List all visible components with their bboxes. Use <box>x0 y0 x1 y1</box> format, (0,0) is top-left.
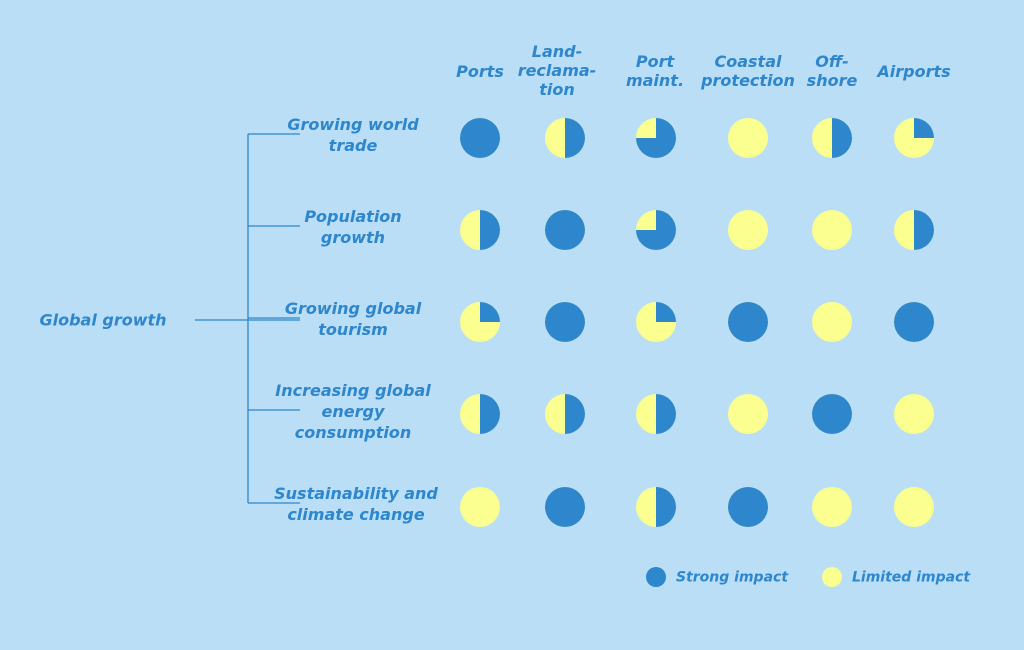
impact-marker-r3-c3 <box>636 302 676 342</box>
impact-marker-strong <box>656 302 676 322</box>
impact-marker-r5-c5 <box>812 487 852 527</box>
impact-marker-r4-c4 <box>728 394 768 434</box>
impact-marker-strong <box>914 118 934 138</box>
impact-marker-r2-c4 <box>728 210 768 250</box>
impact-marker-r1-c3 <box>636 118 676 158</box>
impact-marker-strong <box>894 302 934 342</box>
impact-marker-strong <box>812 394 852 434</box>
impact-marker-base <box>460 487 500 527</box>
row-label-energy-consumption: Increasing global energy consumption <box>275 380 431 442</box>
impact-marker-r4-c3 <box>636 394 676 434</box>
impact-marker-strong <box>636 118 676 158</box>
impact-marker-strong <box>480 210 500 250</box>
impact-marker-strong <box>565 394 585 434</box>
impact-marker-strong <box>728 487 768 527</box>
impact-marker-r2-c2 <box>545 210 585 250</box>
impact-marker-strong <box>545 302 585 342</box>
legend-limited-label: Limited impact <box>852 569 971 586</box>
legend-limited-swatch <box>822 567 842 587</box>
impact-marker-base <box>812 302 852 342</box>
impact-marker-strong <box>656 394 676 434</box>
impact-marker-strong <box>636 210 676 250</box>
impact-marker-r5-c2 <box>545 487 585 527</box>
impact-marker-r4-c1 <box>460 394 500 434</box>
column-header-port-maintenance: Port maint. <box>625 52 685 91</box>
impact-marker-r1-c6 <box>894 118 934 158</box>
impact-marker-strong <box>545 487 585 527</box>
impact-marker-r1-c4 <box>728 118 768 158</box>
impact-marker-strong <box>832 118 852 158</box>
impact-marker-r1-c5 <box>812 118 852 158</box>
impact-marker-base <box>894 394 934 434</box>
impact-marker-base <box>728 210 768 250</box>
legend <box>646 567 842 587</box>
impact-marker-base <box>812 210 852 250</box>
impact-marker-r3-c4 <box>728 302 768 342</box>
impact-marker-strong <box>565 118 585 158</box>
impact-marker-strong <box>480 302 500 322</box>
impact-marker-r4-c5 <box>812 394 852 434</box>
column-header-ports: Ports <box>456 62 504 81</box>
impact-marker-r1-c2 <box>545 118 585 158</box>
impact-marker-strong <box>545 210 585 250</box>
column-header-land-reclamation: Land-reclama-tion <box>517 42 597 100</box>
row-label-population-growth: Population growth <box>304 207 402 247</box>
impact-marker-base <box>728 118 768 158</box>
impact-marker-r2-c6 <box>894 210 934 250</box>
impact-marker-base <box>894 487 934 527</box>
impact-marker-base <box>728 394 768 434</box>
impact-marker-r3-c5 <box>812 302 852 342</box>
row-label-world-trade: Growing world trade <box>287 115 419 155</box>
column-header-airports: Airports <box>877 62 951 81</box>
impact-marker-r5-c3 <box>636 487 676 527</box>
impact-marker-r4-c2 <box>545 394 585 434</box>
row-label-global-tourism: Growing global tourism <box>284 299 422 339</box>
impact-marker-r3-c6 <box>894 302 934 342</box>
column-header-offshore: Off-shore <box>806 52 858 91</box>
impact-marker-r2-c5 <box>812 210 852 250</box>
impact-marker-r1-c1 <box>460 118 500 158</box>
impact-marker-strong <box>480 394 500 434</box>
impact-marker-r3-c2 <box>545 302 585 342</box>
column-header-coastal-protection: Coastal protection <box>701 52 795 91</box>
impact-marker-r3-c1 <box>460 302 500 342</box>
legend-strong-swatch <box>646 567 666 587</box>
impact-marker-strong <box>728 302 768 342</box>
root-label: Global growth <box>39 310 167 330</box>
impact-marker-r4-c6 <box>894 394 934 434</box>
impact-marker-strong <box>656 487 676 527</box>
impact-marker-strong <box>460 118 500 158</box>
impact-grid <box>460 118 934 527</box>
impact-marker-r5-c4 <box>728 487 768 527</box>
tree-connectors <box>195 133 300 504</box>
legend-strong-label: Strong impact <box>676 569 789 586</box>
impact-marker-r2-c3 <box>636 210 676 250</box>
impact-marker-r5-c1 <box>460 487 500 527</box>
impact-marker-base <box>812 487 852 527</box>
impact-marker-strong <box>914 210 934 250</box>
row-label-sustainability-climate: Sustainability and climate change <box>274 484 438 524</box>
impact-marker-r5-c6 <box>894 487 934 527</box>
impact-marker-r2-c1 <box>460 210 500 250</box>
